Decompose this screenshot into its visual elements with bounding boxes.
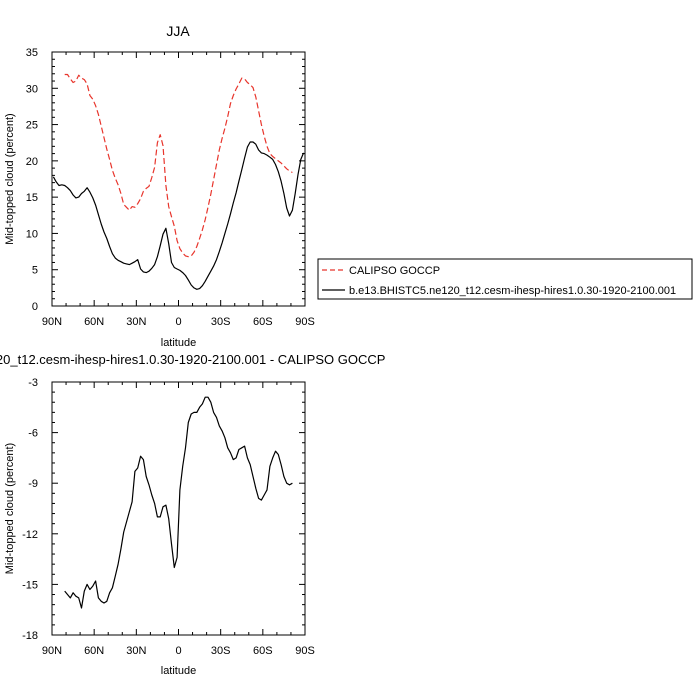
- series-line-model: [64, 396, 293, 609]
- y-tick-label: 10: [26, 228, 38, 240]
- y-tick-label: 5: [32, 265, 38, 277]
- x-tick-label: 90N: [42, 645, 62, 657]
- chart-title: .ne120_t12.cesm-ihesp-hires1.0.30-1920-2…: [0, 352, 385, 367]
- series-line-calipso-goccp: [64, 73, 293, 258]
- x-tick-label: 90S: [295, 645, 315, 657]
- legend-box: [317, 258, 693, 300]
- top-plot: JJA 90N 60N 30N 0 30S 60S 90S 0 5 10 15 20 25 30 35 lati…: [4, 23, 315, 349]
- x-tick-label: 90N: [42, 316, 62, 328]
- y-tick-label: 25: [26, 120, 38, 132]
- y-tick-label: 30: [26, 83, 38, 95]
- chart-title: JJA: [166, 23, 190, 39]
- legend-label: CALIPSO GOCCP: [349, 265, 440, 277]
- y-tick-label: -18: [22, 630, 38, 642]
- x-tick-label: 60N: [84, 645, 104, 657]
- x-tick-label: 30S: [211, 316, 231, 328]
- x-tick-label: 30N: [126, 645, 146, 657]
- y-tick-label: 0: [32, 301, 38, 313]
- y-tick-label: 15: [26, 192, 38, 204]
- x-tick-label: 0: [175, 316, 181, 328]
- x-tick-label: 60N: [84, 316, 104, 328]
- y-tick-label: -6: [28, 428, 38, 440]
- plot-frame: [51, 381, 306, 636]
- y-tick-label: -15: [22, 579, 38, 591]
- y-tick-label: -3: [28, 377, 38, 389]
- y-tick-label: -9: [28, 478, 38, 490]
- x-tick-label: 90S: [295, 316, 315, 328]
- y-axis-label: Mid-topped cloud (percent): [4, 443, 16, 574]
- legend: CALIPSO GOCCP b.e13.BHISTC5.ne120_t12.ces…: [317, 258, 693, 300]
- y-tick-label: 35: [26, 47, 38, 59]
- x-tick-label: 30S: [211, 645, 231, 657]
- x-tick-label: 0: [175, 645, 181, 657]
- bottom-plot: .ne120_t12.cesm-ihesp-hires1.0.30-1920-2…: [0, 352, 385, 677]
- x-tick-label: 60S: [253, 645, 273, 657]
- x-tick-label: 60S: [253, 316, 273, 328]
- legend-label: b.e13.BHISTC5.ne120_t12.cesm-ihesp-hires…: [349, 285, 676, 297]
- series-line-model: [52, 141, 305, 290]
- y-tick-label: 20: [26, 156, 38, 168]
- x-axis-label: latitude: [161, 337, 196, 349]
- x-axis-label: latitude: [161, 665, 196, 677]
- x-tick-label: 30N: [126, 316, 146, 328]
- plot-frame: [51, 51, 306, 307]
- y-axis-label: Mid-topped cloud (percent): [4, 113, 16, 244]
- y-tick-label: -12: [22, 529, 38, 541]
